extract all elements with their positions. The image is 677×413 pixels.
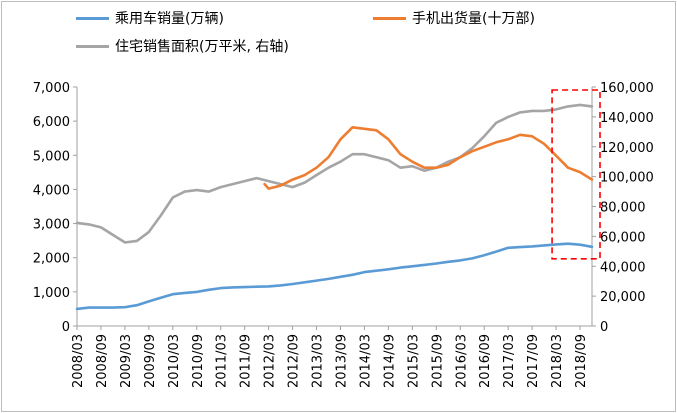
x-tick-label: 2017/09: [526, 334, 541, 388]
y-right-tick-label: 60,000: [600, 230, 646, 245]
y-left-tick-label: 1,000: [33, 286, 70, 301]
legend-item-cars: 乘用车销量(万辆): [76, 8, 224, 28]
x-tick-label: 2016/09: [478, 334, 493, 388]
y-right-tick-label: 160,000: [600, 81, 654, 96]
y-left-tick-label: 5,000: [33, 149, 70, 164]
x-tick-label: 2008/09: [95, 334, 110, 388]
x-tick-label: 2013/09: [334, 334, 349, 388]
y-left-tick-label: 2,000: [33, 252, 70, 267]
y-right-tick-label: 120,000: [600, 141, 654, 156]
y-right-tick-label: 100,000: [600, 171, 654, 186]
x-tick-label: 2011/03: [215, 334, 230, 388]
y-right-tick-label: 140,000: [600, 111, 654, 126]
x-tick-label: 2015/09: [430, 334, 445, 388]
y-right-tick-label: 40,000: [600, 260, 646, 275]
legend-label-housing: 住宅销售面积(万平米, 右轴): [115, 39, 289, 55]
chart-highlight: [551, 89, 601, 260]
x-tick-label: 2010/09: [191, 334, 206, 388]
x-tick-label: 2009/03: [119, 334, 134, 388]
x-tick-label: 2010/03: [167, 334, 182, 388]
legend-item-housing: 住宅销售面积(万平米, 右轴): [76, 36, 289, 56]
x-tick-label: 2009/09: [143, 334, 158, 388]
series-line-housing: [75, 103, 594, 244]
x-tick-label: 2015/03: [406, 334, 421, 388]
y-right-tick-label: 0: [600, 320, 608, 335]
y-left-tick-label: 6,000: [33, 115, 70, 130]
legend-swatch-housing: [76, 44, 109, 48]
x-tick-label: 2017/03: [502, 334, 517, 388]
x-tick-label: 2016/03: [454, 334, 469, 388]
y-left-tick-label: 3,000: [33, 218, 70, 233]
x-tick-label: 2018/03: [550, 334, 565, 388]
y-right-tick-label: 80,000: [600, 201, 646, 216]
y-left-tick-label: 7,000: [33, 81, 70, 96]
x-tick-label: 2014/09: [382, 334, 397, 388]
x-tick-label: 2011/09: [239, 334, 254, 388]
x-tick-label: 2014/03: [358, 334, 373, 388]
x-tick-label: 2018/09: [574, 334, 589, 388]
series-line-phones: [263, 126, 594, 190]
y-right-tick-label: 20,000: [600, 290, 646, 305]
y-left-tick-label: 4,000: [33, 183, 70, 198]
highlight-box: [551, 89, 601, 260]
x-tick-label: 2012/03: [263, 334, 278, 388]
legend-label-phones: 手机出货量(十万部): [412, 11, 535, 27]
legend-item-phones: 手机出货量(十万部): [373, 8, 535, 28]
legend-swatch-cars: [76, 16, 109, 20]
x-tick-label: 2012/09: [287, 334, 302, 388]
series-line-cars: [75, 242, 594, 311]
y-left-tick-label: 0: [62, 320, 70, 335]
legend-swatch-phones: [373, 16, 406, 20]
chart-series: [75, 103, 594, 311]
x-tick-label: 2008/03: [71, 334, 86, 388]
x-tick-label: 2013/03: [311, 334, 326, 388]
legend-label-cars: 乘用车销量(万辆): [115, 11, 224, 27]
chart-axes: 0 1,000 2,000 3,000 4,000 5,000 6,000 7,000 0 20,…: [33, 81, 654, 388]
